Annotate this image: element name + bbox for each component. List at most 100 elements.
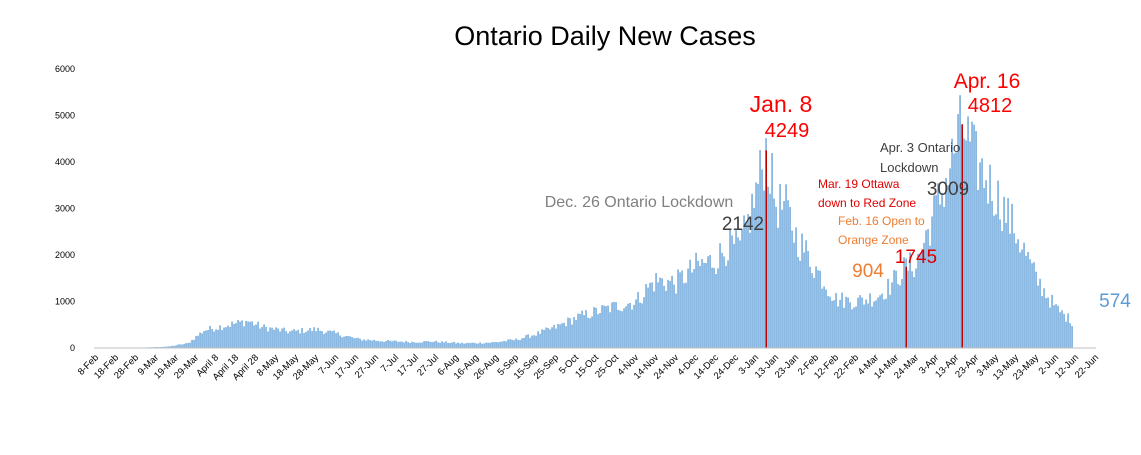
- bar: [865, 300, 866, 348]
- bar: [663, 286, 664, 348]
- bar: [669, 281, 670, 348]
- bar: [341, 337, 342, 348]
- bar: [991, 201, 992, 348]
- bar: [1003, 197, 1004, 348]
- bar: [559, 324, 560, 348]
- bar: [831, 301, 832, 348]
- bar: [219, 325, 220, 348]
- bar: [451, 342, 452, 348]
- annotation-jan8-value: 4249: [765, 120, 810, 142]
- bar: [557, 324, 558, 348]
- bar: [179, 344, 180, 348]
- bar: [447, 343, 448, 348]
- bar: [587, 318, 588, 348]
- bar: [301, 328, 302, 348]
- bar: [673, 284, 674, 348]
- bar: [1051, 295, 1052, 348]
- bar: [493, 342, 494, 348]
- bar: [413, 342, 414, 348]
- bar: [873, 302, 874, 348]
- bar: [193, 340, 194, 348]
- annotation-jan8-date: Jan. 8: [750, 91, 813, 117]
- bar: [449, 343, 450, 348]
- bar: [617, 310, 618, 348]
- bar: [495, 342, 496, 348]
- bar: [777, 228, 778, 348]
- bar: [693, 269, 694, 348]
- bar: [189, 343, 190, 348]
- bar: [227, 326, 228, 348]
- bar: [311, 331, 312, 348]
- bar: [601, 305, 602, 348]
- bar: [417, 343, 418, 348]
- bar: [845, 297, 846, 348]
- bar: [819, 271, 820, 348]
- bar: [207, 330, 208, 348]
- bar: [893, 270, 894, 348]
- bar: [279, 331, 280, 348]
- bar: [583, 315, 584, 348]
- bar: [239, 322, 240, 348]
- bar: [935, 195, 936, 348]
- annotation-apr3-label-2: Lockdown: [880, 160, 939, 175]
- bar: [319, 331, 320, 348]
- bar: [665, 291, 666, 348]
- bar: [245, 321, 246, 348]
- bar: [379, 341, 380, 348]
- bar: [791, 231, 792, 348]
- bar: [459, 343, 460, 348]
- bar: [259, 329, 260, 348]
- bar: [657, 282, 658, 348]
- bar: [223, 328, 224, 348]
- bar: [1035, 272, 1036, 348]
- bar: [439, 343, 440, 348]
- bar: [1067, 313, 1068, 348]
- bar: [295, 331, 296, 348]
- bar: [281, 329, 282, 348]
- bar: [475, 343, 476, 348]
- bar: [775, 207, 776, 348]
- bar: [767, 187, 768, 348]
- bar: [977, 190, 978, 348]
- bar: [543, 330, 544, 348]
- bar: [985, 180, 986, 348]
- bar: [769, 194, 770, 348]
- bar: [649, 283, 650, 348]
- bar: [1065, 322, 1066, 348]
- bar: [581, 311, 582, 348]
- y-tick-label: 5000: [55, 111, 75, 121]
- bar: [889, 295, 890, 348]
- bar: [689, 260, 690, 348]
- bar: [391, 341, 392, 348]
- bar: [383, 342, 384, 348]
- bar: [723, 256, 724, 348]
- bar: [731, 236, 732, 348]
- bar: [1045, 298, 1046, 348]
- bar: [263, 324, 264, 348]
- bar: [963, 138, 964, 348]
- bar: [643, 297, 644, 348]
- bar: [867, 303, 868, 348]
- bar: [899, 285, 900, 348]
- bar: [293, 329, 294, 348]
- bar: [641, 303, 642, 348]
- bar: [517, 340, 518, 348]
- bar: [1019, 252, 1020, 348]
- bar: [525, 335, 526, 348]
- bar: [407, 342, 408, 348]
- bar: [509, 339, 510, 348]
- bar: [333, 331, 334, 348]
- bar: [803, 252, 804, 348]
- bar: [247, 322, 248, 348]
- bar: [565, 326, 566, 348]
- bar: [471, 343, 472, 348]
- bar: [635, 299, 636, 348]
- bar: [699, 266, 700, 348]
- bar: [507, 339, 508, 348]
- bar: [721, 253, 722, 348]
- bar: [745, 222, 746, 348]
- bar: [539, 334, 540, 348]
- bar: [349, 336, 350, 348]
- bar: [1033, 262, 1034, 348]
